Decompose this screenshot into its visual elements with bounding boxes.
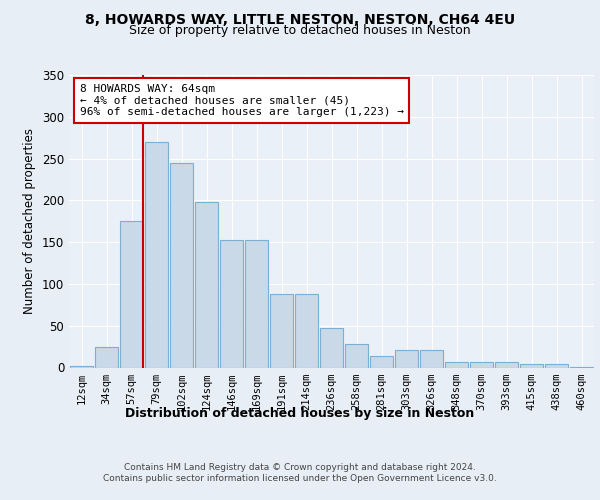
Text: Contains HM Land Registry data © Crown copyright and database right 2024.: Contains HM Land Registry data © Crown c… — [124, 462, 476, 471]
Bar — [145, 142, 168, 368]
Y-axis label: Number of detached properties: Number of detached properties — [23, 128, 37, 314]
Text: Distribution of detached houses by size in Neston: Distribution of detached houses by size … — [125, 408, 475, 420]
Text: 8 HOWARDS WAY: 64sqm
← 4% of detached houses are smaller (45)
96% of semi-detach: 8 HOWARDS WAY: 64sqm ← 4% of detached ho… — [79, 84, 404, 117]
Bar — [320, 328, 343, 368]
Text: 8, HOWARDS WAY, LITTLE NESTON, NESTON, CH64 4EU: 8, HOWARDS WAY, LITTLE NESTON, NESTON, C… — [85, 12, 515, 26]
Bar — [570, 366, 593, 368]
Bar — [495, 362, 518, 368]
Bar — [220, 240, 243, 368]
Text: Size of property relative to detached houses in Neston: Size of property relative to detached ho… — [129, 24, 471, 37]
Bar — [295, 294, 318, 368]
Bar — [395, 350, 418, 368]
Bar — [545, 364, 568, 368]
Bar — [70, 366, 93, 368]
Bar — [520, 364, 543, 368]
Bar — [470, 362, 493, 368]
Text: Contains public sector information licensed under the Open Government Licence v3: Contains public sector information licen… — [103, 474, 497, 483]
Bar — [120, 221, 143, 368]
Bar — [420, 350, 443, 368]
Bar — [170, 163, 193, 368]
Bar — [345, 344, 368, 368]
Bar — [195, 202, 218, 368]
Bar — [370, 356, 393, 368]
Bar — [245, 240, 268, 368]
Bar — [445, 362, 468, 368]
Bar — [95, 346, 118, 368]
Bar — [270, 294, 293, 368]
